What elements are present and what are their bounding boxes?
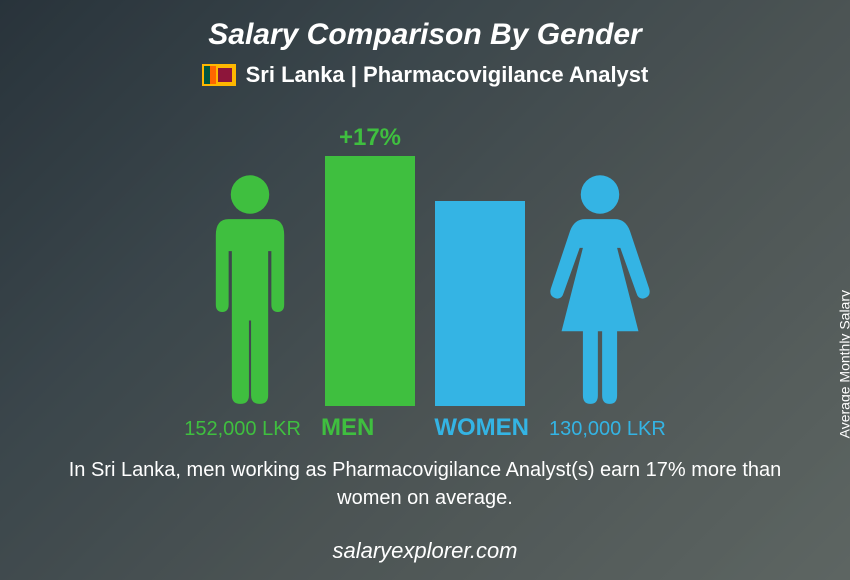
pct-label: +17%: [339, 124, 401, 152]
flag-icon: [202, 64, 236, 86]
footer-text: salaryexplorer.com: [0, 538, 850, 564]
side-label: Average Monthly Salary: [836, 290, 850, 438]
men-salary: 152,000 LKR: [184, 418, 301, 441]
chart-area: +17%: [195, 106, 655, 406]
women-bar: [435, 201, 525, 406]
men-bar: [325, 156, 415, 406]
female-figure-icon: [545, 171, 655, 406]
women-figure-col: [545, 171, 655, 406]
subtitle-row: Sri Lanka | Pharmacovigilance Analyst: [202, 62, 649, 88]
description-text: In Sri Lanka, men working as Pharmacovig…: [65, 456, 785, 512]
labels-row: 152,000 LKR MEN WOMEN 130,000 LKR: [40, 414, 810, 442]
men-bar-col: +17%: [325, 156, 415, 406]
subtitle-text: Sri Lanka | Pharmacovigilance Analyst: [246, 62, 649, 88]
women-salary: 130,000 LKR: [549, 418, 666, 441]
women-bar-col: [435, 201, 525, 406]
women-label: WOMEN: [434, 414, 529, 442]
male-figure-icon: [195, 171, 305, 406]
men-figure-col: [195, 171, 305, 406]
men-label: MEN: [321, 414, 374, 442]
page-title: Salary Comparison By Gender: [208, 18, 641, 52]
infographic-container: Salary Comparison By Gender Sri Lanka | …: [0, 0, 850, 580]
